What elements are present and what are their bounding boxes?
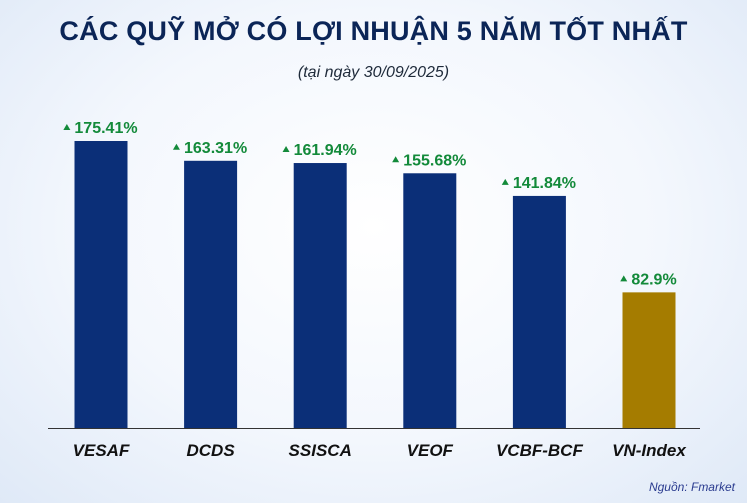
data-label: 161.94%: [294, 142, 357, 159]
data-label: 141.84%: [513, 175, 576, 192]
bar-vn-index: [622, 292, 676, 428]
up-triangle-icon: [620, 275, 628, 282]
data-label: 163.31%: [184, 140, 247, 157]
category-label: VEOF: [407, 441, 454, 460]
bar-dcds: [184, 160, 238, 429]
category-label: SSISCA: [289, 441, 352, 460]
data-label: 82.9%: [631, 271, 676, 288]
up-triangle-icon: [172, 143, 180, 150]
bar-vcbf-bcf: [512, 195, 566, 428]
bar-ssisca: [293, 163, 347, 428]
category-label: VESAF: [73, 441, 130, 460]
bar-vesaf: [74, 141, 128, 428]
data-label: 175.41%: [74, 120, 137, 137]
up-triangle-icon: [63, 124, 71, 130]
bar-veof: [403, 173, 457, 428]
data-label: 155.68%: [403, 152, 466, 169]
category-label: VN-Index: [612, 441, 687, 460]
up-triangle-icon: [501, 178, 509, 185]
chart-title: CÁC QUỸ MỞ CÓ LỢI NHUẬN 5 NĂM TỐT NHẤT: [59, 16, 688, 46]
source-note: Nguồn: Fmarket: [648, 480, 735, 494]
up-triangle-icon: [392, 156, 400, 163]
chart-subtitle: (tại ngày 30/09/2025): [297, 64, 450, 81]
category-label: VCBF-BCF: [496, 441, 583, 460]
category-label: DCDS: [187, 441, 236, 460]
up-triangle-icon: [282, 146, 290, 153]
